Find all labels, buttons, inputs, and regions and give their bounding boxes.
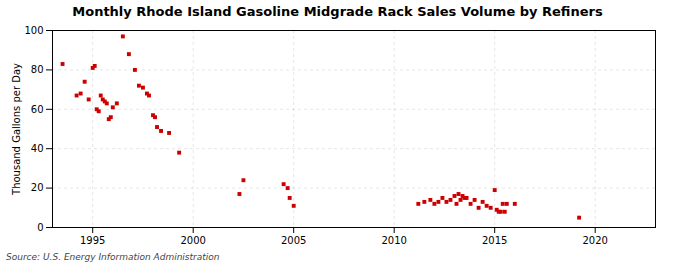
html-text:Source: U.S. Energy Informatio: Source: U.S. Energy Information Administ…: [6, 252, 220, 262]
svg-text:2000: 2000: [180, 235, 205, 246]
svg-text:2005: 2005: [281, 235, 306, 246]
svg-text:100: 100: [24, 25, 43, 36]
html-text:Monthly Rhode Island Gasoline: Monthly Rhode Island Gasoline Midgrade R…: [72, 4, 603, 19]
svg-text:2015: 2015: [482, 235, 507, 246]
svg-text:0: 0: [37, 222, 43, 233]
svg-text:2010: 2010: [381, 235, 406, 246]
svg-text:20: 20: [31, 182, 44, 193]
svg-text:1995: 1995: [80, 235, 105, 246]
svg-text:60: 60: [31, 104, 44, 115]
svg-text:2020: 2020: [582, 235, 607, 246]
svg-text:Thousand Gallons per Day: Thousand Gallons per Day: [11, 63, 22, 196]
svg-text:40: 40: [31, 143, 44, 154]
svg-text:80: 80: [31, 64, 44, 75]
